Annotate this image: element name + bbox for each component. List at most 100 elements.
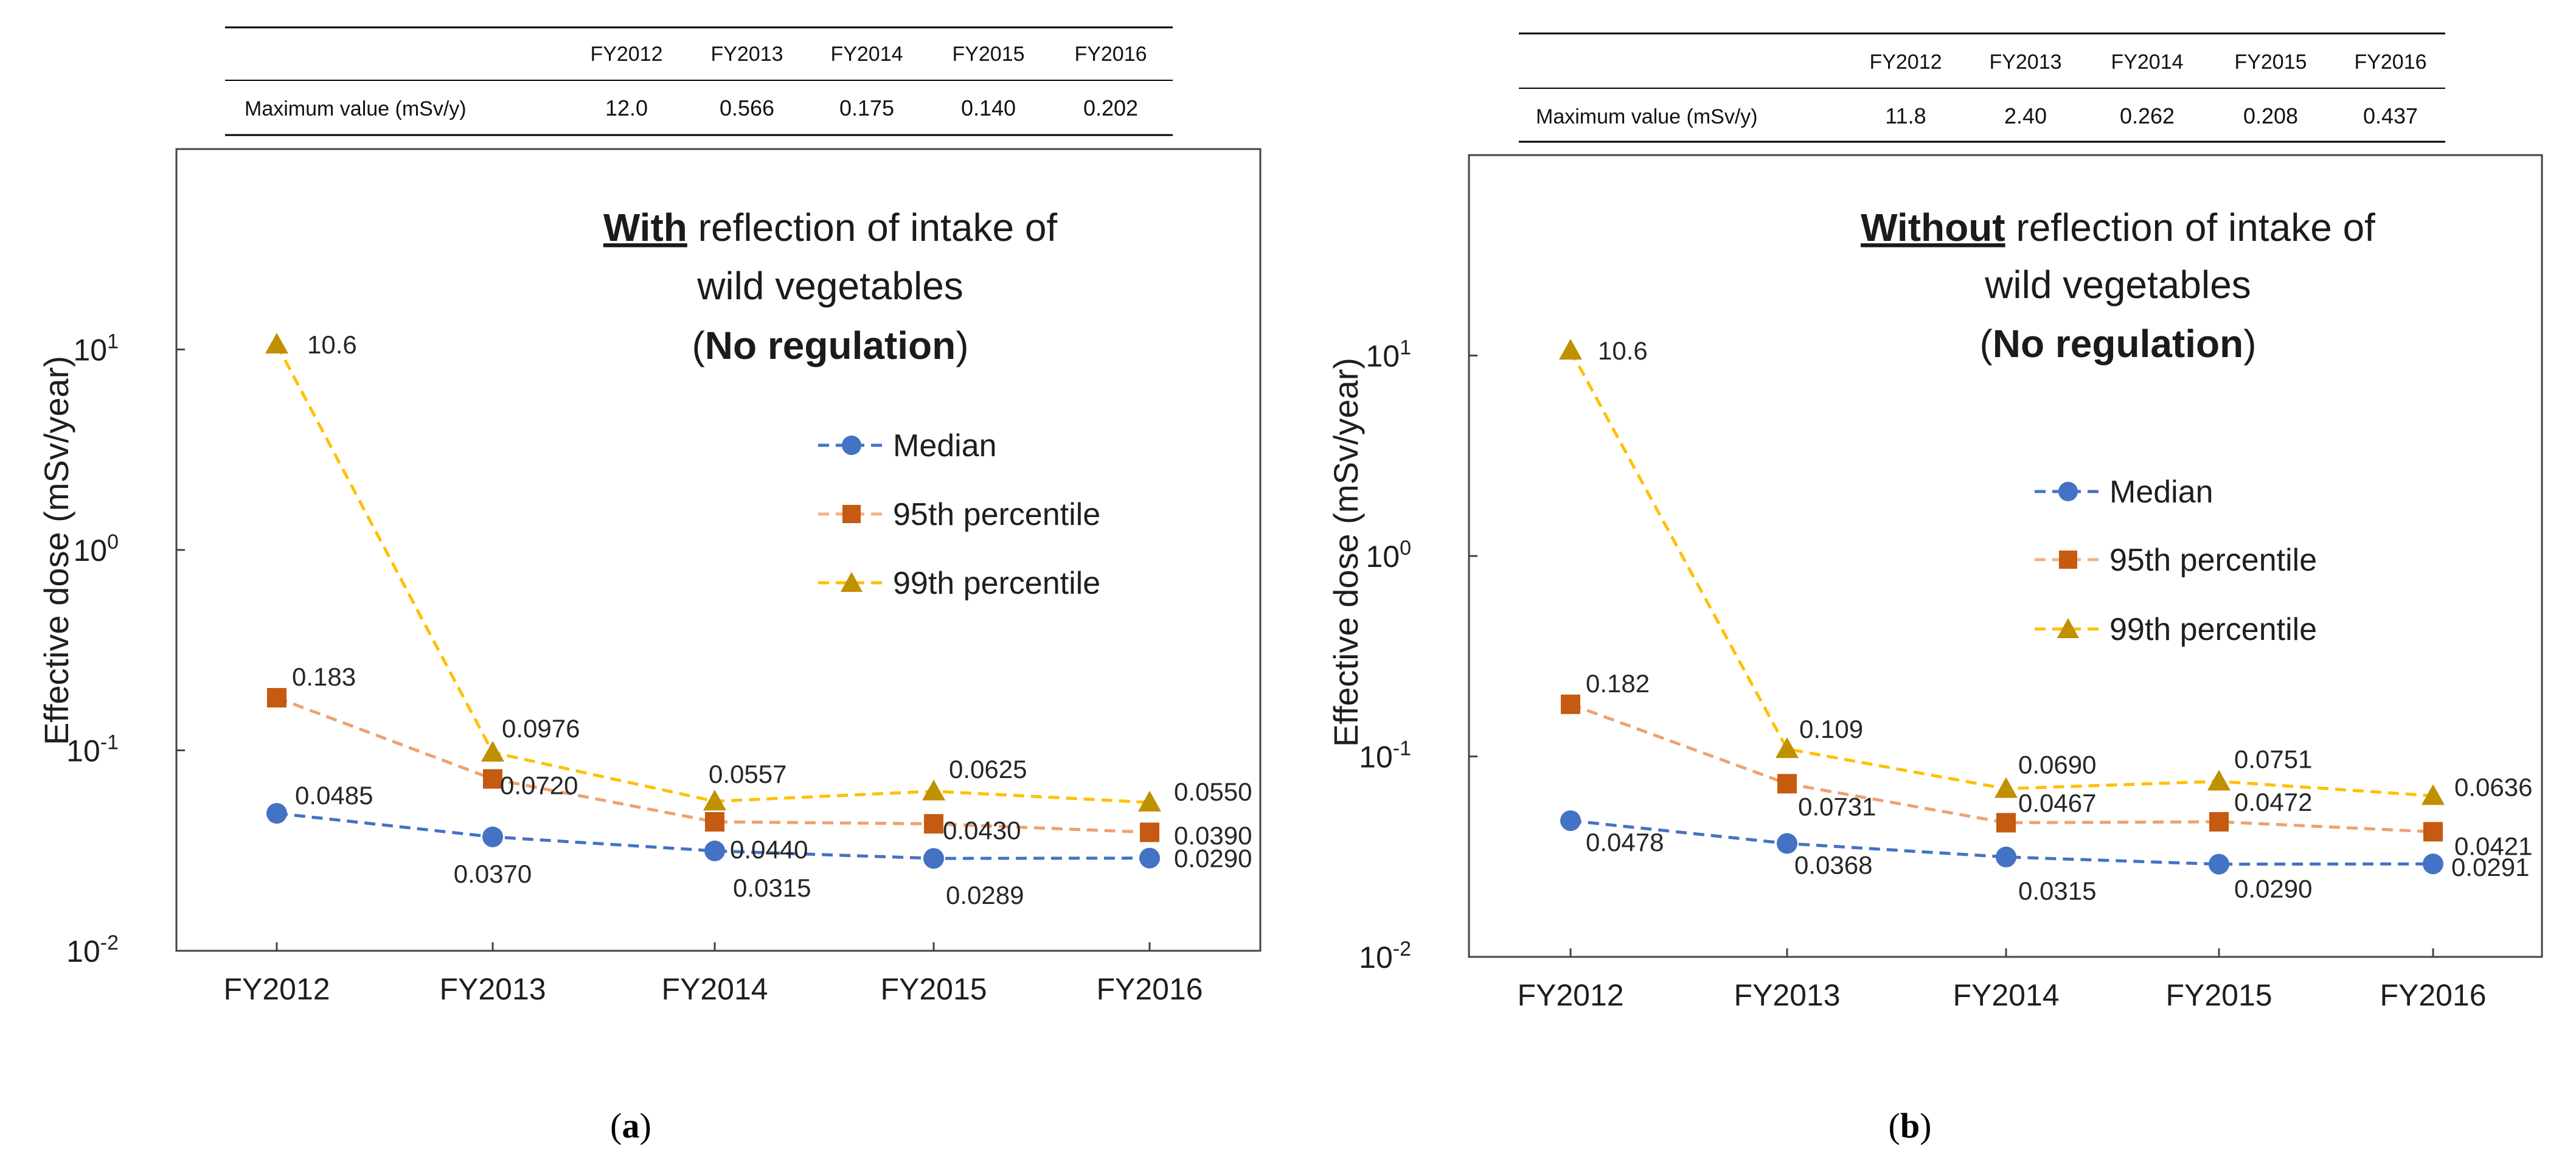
x-axis-ticks: FY2012 FY2013 FY2014 FY2015 FY2016 <box>1517 948 2487 1012</box>
y-tick-label: 100 <box>1366 537 1411 574</box>
title-bold-phrase: No regulation <box>1993 322 2243 366</box>
y-tick-label: 10-2 <box>66 931 119 968</box>
x-tick-label: FY2012 <box>1517 978 1623 1012</box>
title-line-2: wild vegetables <box>696 264 963 308</box>
title-paren-open: ( <box>692 324 704 367</box>
data-label-p99: 0.0690 <box>2018 751 2096 779</box>
legend-item-99th: 99th percentile <box>818 566 1100 601</box>
data-point-median <box>1560 810 1581 832</box>
x-tick-label: FY2013 <box>1734 978 1840 1012</box>
data-label-median: 0.0370 <box>454 860 532 888</box>
legend: Median 95th percentile 99th percentile <box>2035 474 2317 647</box>
table-col-header: FY2015 <box>2234 50 2307 74</box>
series-group: 0.0485 0.0370 0.0315 0.0289 0.0290 0.183 0.072… <box>265 330 1252 909</box>
data-point-median <box>1996 846 2016 867</box>
legend-label: 95th percentile <box>893 497 1100 532</box>
data-point-95th <box>924 814 943 834</box>
title-line-1: Without reflection of intake of <box>1861 206 2375 249</box>
data-label-median: 0.0315 <box>2018 877 2096 905</box>
legend-label: 99th percentile <box>2109 612 2317 647</box>
data-point-95th <box>1140 822 1159 843</box>
data-point-99th <box>481 740 504 762</box>
table-col-header: FY2014 <box>2111 50 2183 74</box>
legend-square-marker <box>2059 551 2077 569</box>
legend-circle-marker <box>842 436 861 455</box>
y-tick-base: 10 <box>1359 940 1393 975</box>
x-tick-label: FY2016 <box>2380 978 2486 1012</box>
legend-item-median: Median <box>2035 474 2213 510</box>
data-label-p99: 0.109 <box>1799 715 1863 743</box>
x-tick-label: FY2012 <box>223 972 330 1006</box>
max-value-table: FY2012 FY2013 FY2014 FY2015 FY2016 Maxim… <box>1519 32 2445 143</box>
data-label-p95: 0.0467 <box>2018 788 2096 817</box>
y-tick-base: 10 <box>1366 540 1400 574</box>
legend-triangle-marker <box>841 572 863 592</box>
data-label-median: 0.0485 <box>295 781 373 810</box>
y-tick-exponent: 1 <box>1400 336 1411 360</box>
data-label-median: 0.0315 <box>733 874 811 902</box>
table-row-label: Maximum value (mSv/y) <box>245 97 467 120</box>
table-cell: 11.8 <box>1885 103 1926 128</box>
panel-caption: (a) <box>610 1106 651 1145</box>
y-tick-label: 100 <box>73 530 119 568</box>
table-cell: 0.437 <box>2363 103 2418 128</box>
data-point-99th <box>1138 791 1161 812</box>
y-tick-label: 101 <box>73 330 119 367</box>
legend-label: 95th percentile <box>2109 543 2317 578</box>
title-paren-close: ) <box>2243 322 2256 366</box>
y-tick-base: 10 <box>73 333 107 367</box>
title-line-1-rest: reflection of intake of <box>2005 206 2376 249</box>
data-point-median <box>2423 853 2443 875</box>
y-tick-label: 10-1 <box>66 731 119 768</box>
legend-label: 99th percentile <box>893 566 1100 601</box>
data-point-median <box>1777 833 1797 854</box>
title-paren-open: ( <box>1979 322 1992 366</box>
data-label-p95: 0.0440 <box>730 835 808 864</box>
data-label-p95: 0.0390 <box>1174 821 1252 850</box>
data-label-p95: 0.183 <box>292 662 356 691</box>
legend-label: Median <box>893 428 997 464</box>
y-tick-exponent: -1 <box>100 731 119 754</box>
y-tick-base: 10 <box>1359 740 1393 774</box>
data-point-95th <box>483 769 502 789</box>
table-col-header: FY2015 <box>952 43 1024 66</box>
table-row-label: Maximum value (mSv/y) <box>1536 105 1758 128</box>
legend-square-marker <box>842 505 861 523</box>
data-point-median <box>923 848 944 869</box>
data-point-95th <box>2423 822 2443 842</box>
data-label-median: 0.0368 <box>1794 851 1872 880</box>
y-tick-base: 10 <box>66 734 100 768</box>
caption-letter: b <box>1900 1106 1920 1145</box>
table-cell: 0.175 <box>839 96 894 120</box>
title-line-1-rest: reflection of intake of <box>687 206 1058 249</box>
chart-title: With reflection of intake of wild vegeta… <box>603 206 1058 367</box>
y-tick-exponent: -2 <box>100 931 119 954</box>
table-col-header: FY2013 <box>710 43 783 66</box>
x-tick-label: FY2016 <box>1096 972 1203 1006</box>
data-label-p99: 10.6 <box>307 330 357 359</box>
y-tick-base: 10 <box>1366 339 1400 374</box>
data-label-p95: 0.0421 <box>2454 832 2532 860</box>
series-group: 0.0478 0.0368 0.0315 0.0290 0.0291 0.182 0.073… <box>1559 336 2532 905</box>
data-point-95th <box>267 688 286 708</box>
table-col-header: FY2014 <box>830 43 903 66</box>
table-cell: 0.208 <box>2243 103 2298 128</box>
y-tick-label: 101 <box>1366 336 1411 374</box>
title-keyword: With <box>603 206 687 249</box>
data-point-95th <box>1561 694 1580 714</box>
data-point-95th <box>705 811 724 832</box>
max-value-table: FY2012 FY2013 FY2014 FY2015 FY2016 Maxim… <box>225 26 1173 136</box>
data-label-median: 0.0289 <box>946 881 1024 909</box>
legend-item-median: Median <box>818 428 997 464</box>
data-label-p95: 0.0472 <box>2234 788 2312 816</box>
table-col-header: FY2013 <box>1989 50 2061 74</box>
data-point-median <box>482 826 503 847</box>
data-label-p99: 0.0550 <box>1174 777 1252 806</box>
data-label-p99: 0.0557 <box>709 760 786 788</box>
title-line-2: wild vegetables <box>1984 263 2251 307</box>
data-label-median: 0.0290 <box>2234 875 2312 903</box>
y-tick-exponent: 0 <box>107 530 119 554</box>
table-cell: 0.262 <box>2120 103 2175 128</box>
